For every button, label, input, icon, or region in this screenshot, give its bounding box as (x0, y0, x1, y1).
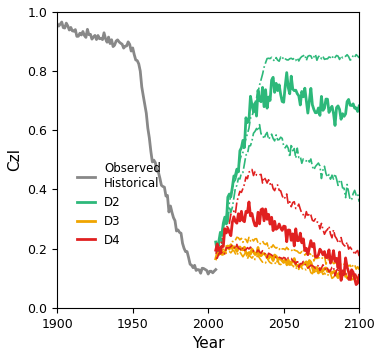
X-axis label: Year: Year (192, 336, 225, 351)
Legend: Observed
Historical, D2, D3, D4: Observed Historical, D2, D3, D4 (72, 157, 166, 251)
Y-axis label: CzI: CzI (7, 148, 22, 171)
